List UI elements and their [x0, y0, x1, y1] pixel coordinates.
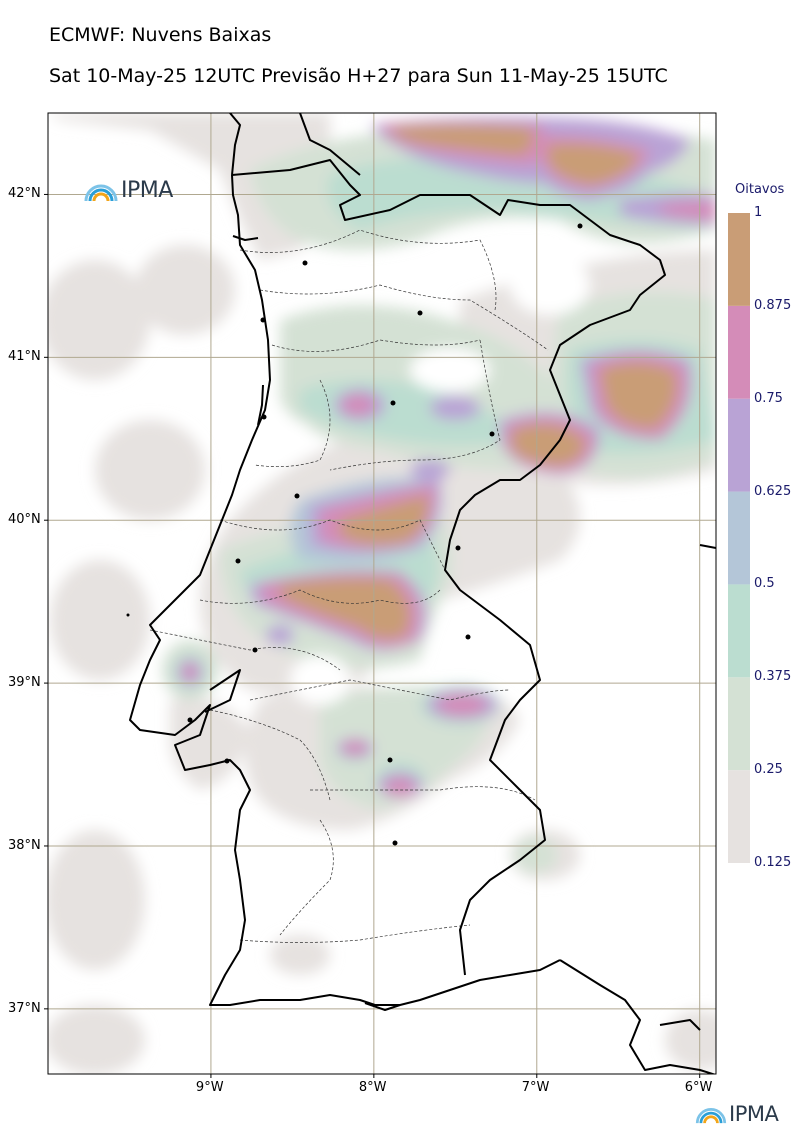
lat-tick-label: 41°N	[8, 349, 41, 365]
colorbar-segment	[728, 584, 750, 678]
colorbar-tick-label: 0.875	[754, 297, 792, 313]
map-border	[47, 112, 717, 1075]
colorbar-segment	[728, 770, 750, 863]
colorbar-segment	[728, 491, 750, 585]
lon-tick-label: 6°W	[684, 1080, 713, 1095]
coastline	[129, 113, 716, 1074]
lon-tick-label: 9°W	[195, 1080, 224, 1095]
colorbar-tick-label: 0.625	[754, 483, 792, 499]
logo-text: IPMA	[121, 178, 173, 203]
colorbar-segment	[728, 305, 750, 399]
logo-text: IPMA	[729, 1102, 779, 1126]
ipma-logo-top: IPMA	[83, 178, 173, 203]
map-subtitle: Sat 10-May-25 12UTC Previsão H+27 para S…	[49, 65, 668, 87]
ipma-arc-icon	[84, 184, 118, 201]
colorbar-top-label: 1	[754, 205, 763, 220]
colorbar-tick-label: 0.25	[754, 762, 783, 778]
ipma-logo-bottom: IPMA	[694, 1102, 779, 1126]
district-boundaries	[149, 229, 549, 943]
lat-tick-label: 40°N	[8, 512, 41, 528]
city-markers	[126, 223, 583, 846]
map-title: ECMWF: Nuvens Baixas	[49, 24, 272, 46]
colorbar-tick-label: 0.75	[754, 390, 783, 406]
colorbar-tick-label: 0.5	[754, 576, 775, 592]
lon-tick-label: 8°W	[358, 1080, 387, 1095]
colorbar-tick-label: 0.375	[754, 669, 792, 685]
colorbar	[728, 213, 750, 863]
lat-tick-label: 39°N	[8, 675, 41, 691]
lon-tick-label: 7°W	[521, 1080, 550, 1095]
lat-tick-label: 42°N	[8, 186, 41, 202]
colorbar-segment	[728, 677, 750, 771]
ipma-arc-icon	[695, 1108, 727, 1124]
lat-tick-label: 37°N	[8, 1000, 41, 1016]
lat-tick-label: 38°N	[8, 837, 41, 853]
colorbar-tick-label: 0.125	[754, 855, 792, 870]
colorbar-segment	[728, 213, 750, 306]
colorbar-title: Oitavos	[735, 182, 785, 197]
colorbar-segment	[728, 398, 750, 492]
